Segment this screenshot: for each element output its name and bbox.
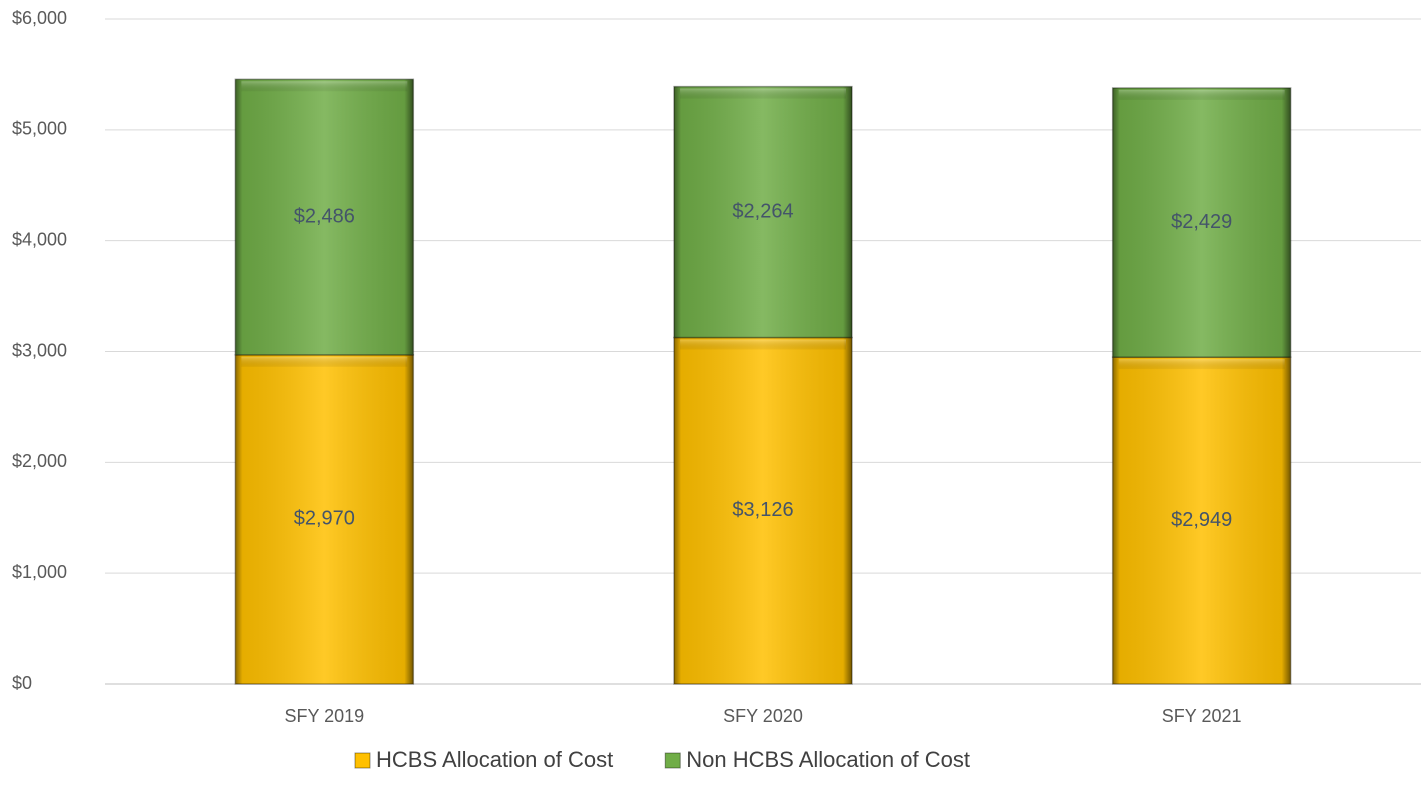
bar-edge xyxy=(673,85,853,339)
bar-shade xyxy=(1112,87,1291,358)
bar-shade xyxy=(674,337,852,684)
bar-shade xyxy=(235,79,414,355)
legend-label: Non HCBS Allocation of Cost xyxy=(686,747,970,772)
data-label: $3,126 xyxy=(732,499,793,521)
bar-highlight xyxy=(241,81,408,92)
bar-highlight xyxy=(680,339,846,350)
data-label: $2,429 xyxy=(1171,211,1232,233)
x-tick-label: SFY 2021 xyxy=(1162,706,1242,726)
y-tick-label: $6,000 xyxy=(12,8,67,28)
bar-shade xyxy=(1112,357,1291,684)
legend-item: HCBS Allocation of Cost xyxy=(354,747,613,772)
data-label: $2,970 xyxy=(294,508,355,530)
x-tick-label: SFY 2019 xyxy=(284,706,364,726)
y-tick-label: $3,000 xyxy=(12,340,67,360)
bar-highlight xyxy=(1118,359,1285,370)
bar-highlight xyxy=(680,88,846,99)
legend-marker xyxy=(664,752,681,769)
bar-edge xyxy=(1111,87,1292,358)
data-label: $2,264 xyxy=(732,200,793,222)
bar-highlight xyxy=(1118,89,1285,100)
legend-marker xyxy=(354,752,371,769)
legend-item: Non HCBS Allocation of Cost xyxy=(664,747,970,772)
data-label: $2,486 xyxy=(294,205,355,227)
y-tick-label: $1,000 xyxy=(12,562,67,582)
legend-label: HCBS Allocation of Cost xyxy=(376,747,613,772)
bar-edge xyxy=(234,78,415,356)
bar-highlight xyxy=(241,356,408,367)
y-tick-label: $2,000 xyxy=(12,451,67,471)
bar-shade xyxy=(674,86,852,338)
data-label: $2,949 xyxy=(1171,509,1232,531)
y-tick-label: $4,000 xyxy=(12,229,67,249)
x-tick-label: SFY 2020 xyxy=(723,706,803,726)
bar-shade xyxy=(235,354,414,684)
y-tick-label: $5,000 xyxy=(12,119,67,139)
y-tick-label: $0 xyxy=(12,673,32,693)
